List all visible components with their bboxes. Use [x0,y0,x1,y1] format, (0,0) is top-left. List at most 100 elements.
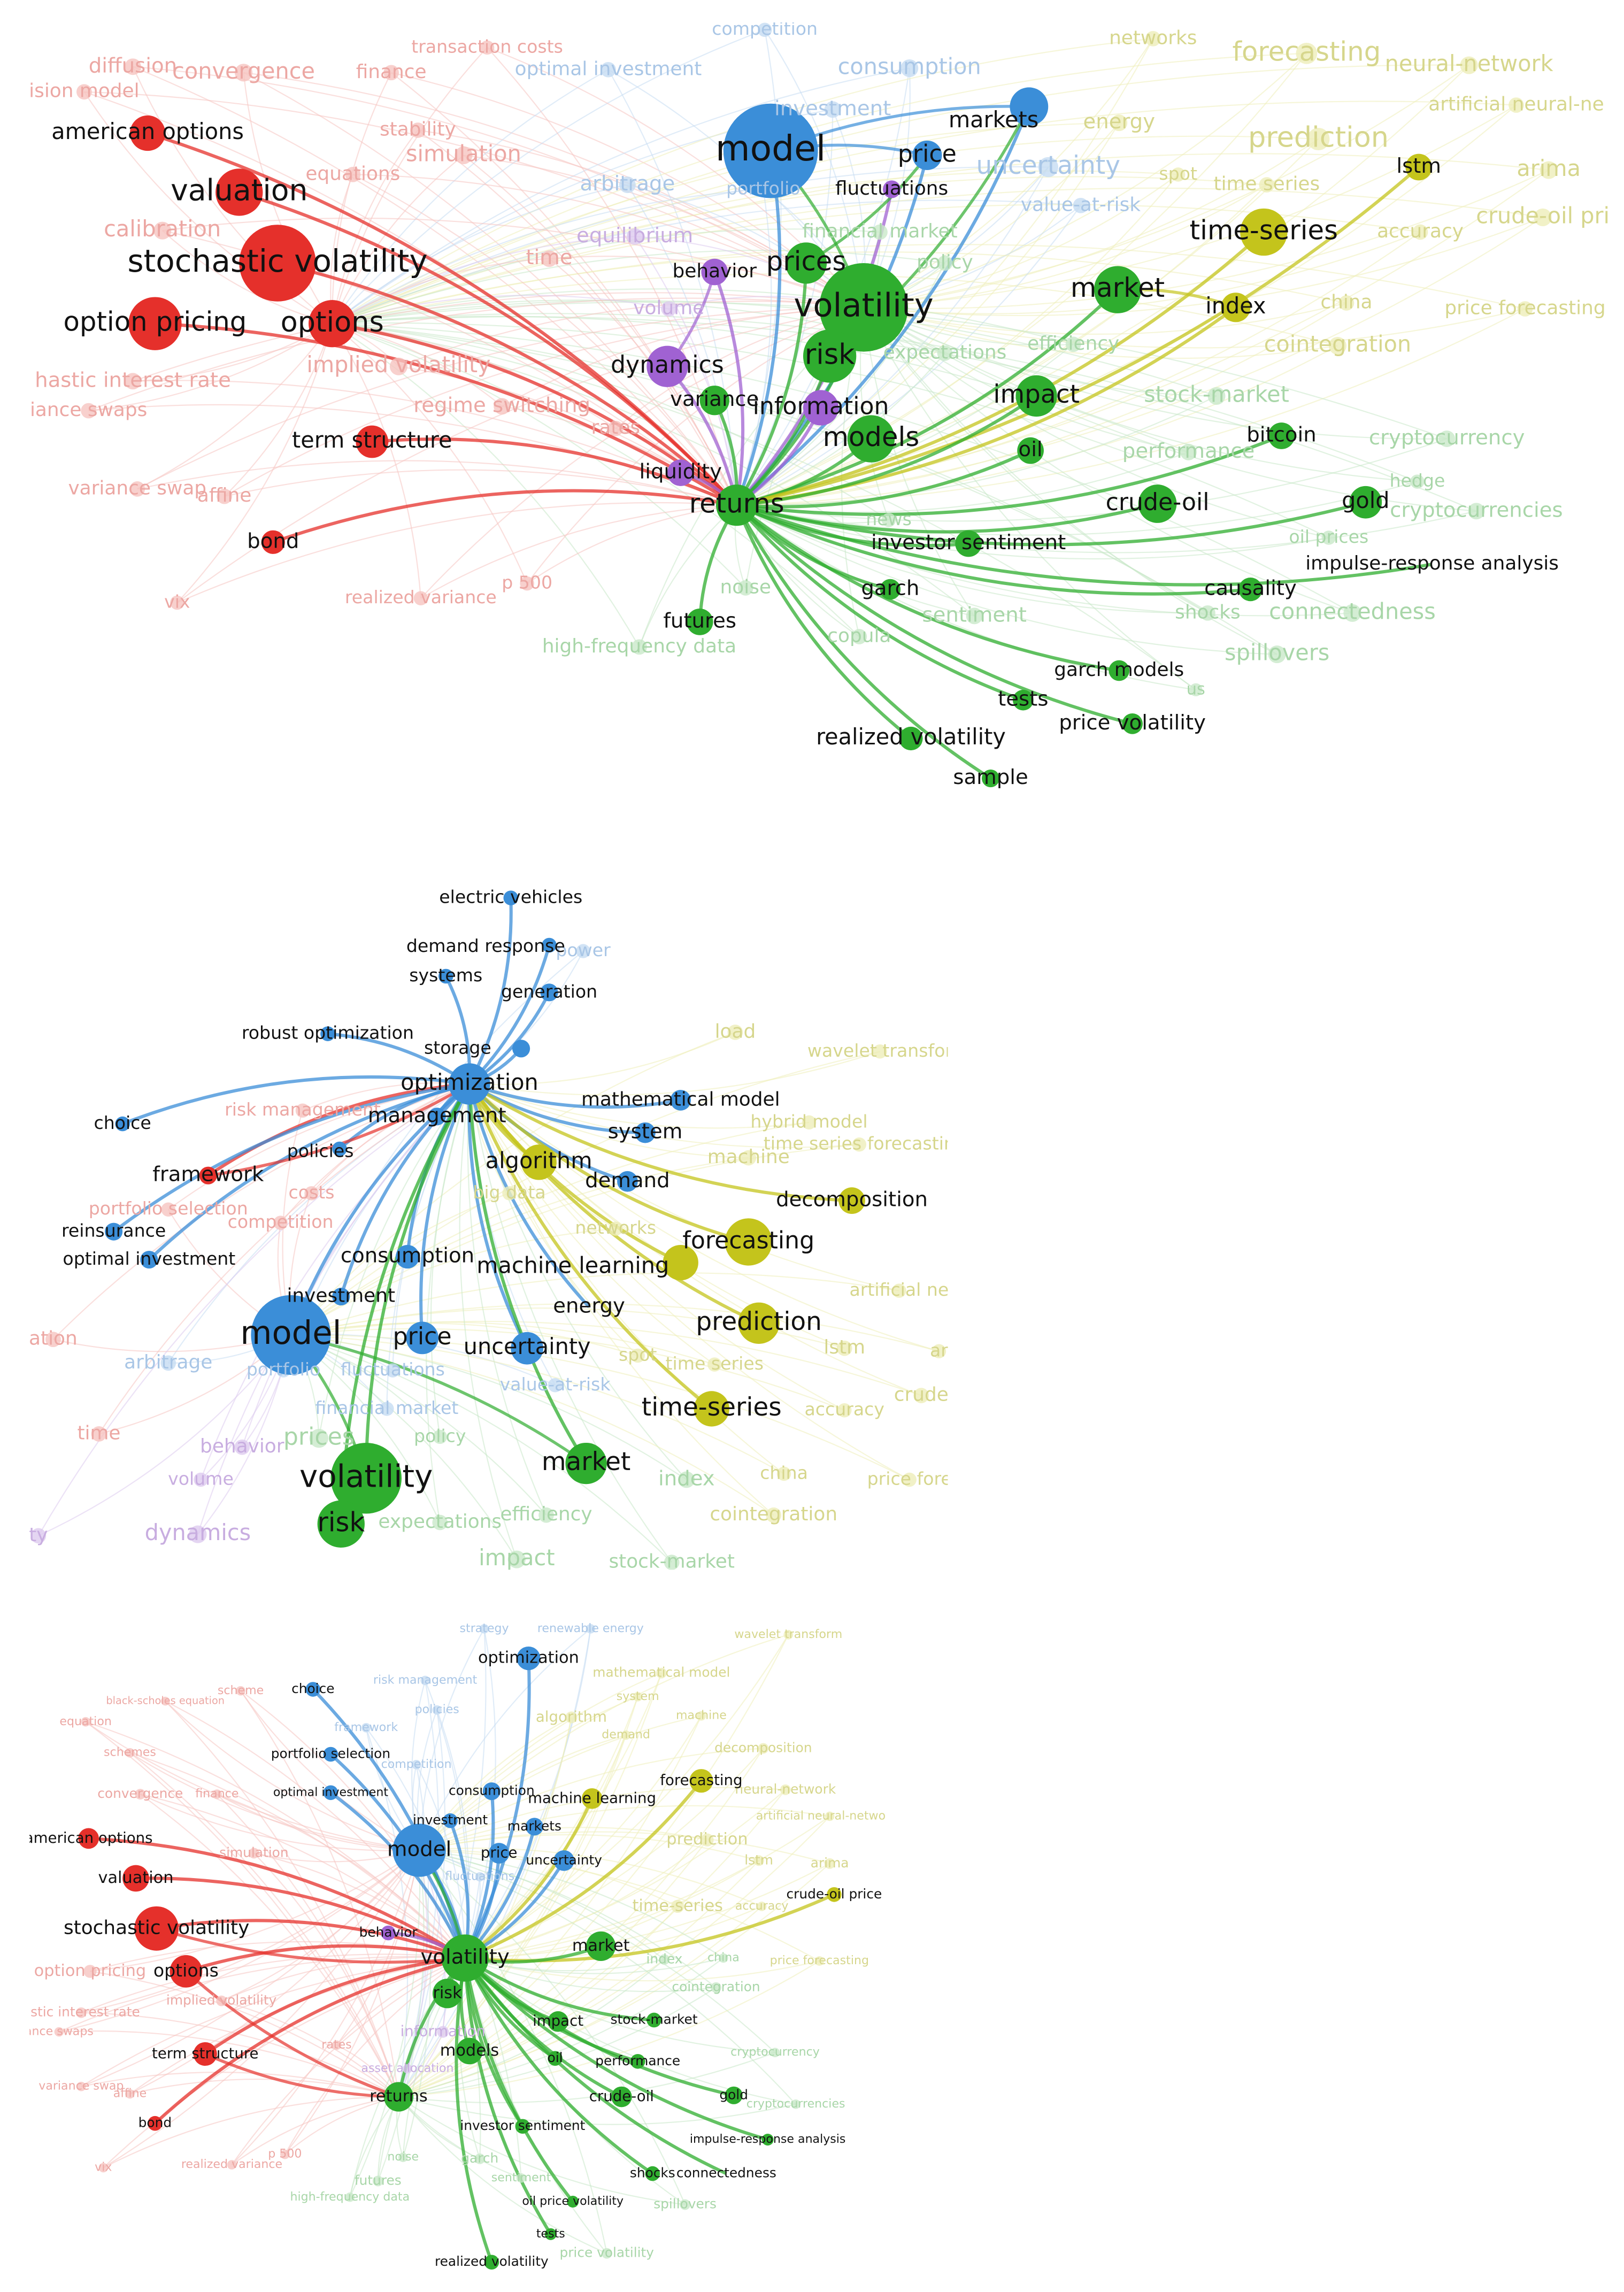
faded-label: scheme [218,1684,264,1697]
faded-node [125,373,141,390]
faded-node [502,1186,517,1201]
faded-label: networks [1109,27,1197,49]
edge [290,1334,672,1563]
faded-label: diffusion [89,53,177,78]
edge [607,69,737,505]
edge [290,1334,784,1474]
faded-label: news [866,509,912,529]
edge [332,323,640,648]
node-label: oil price volatility [522,2195,624,2208]
edge [468,944,551,1086]
faded-node [902,1472,917,1487]
edge [332,323,616,429]
edge [627,184,737,505]
node-label: portfolio selection [271,1745,390,1761]
edge [736,53,1307,506]
faded-label: competition [712,18,818,39]
node-label: valuation [171,174,307,208]
faded-node [630,1348,645,1363]
edge [398,1789,786,2098]
edge [318,1083,470,1439]
edge [736,394,1037,507]
faded-node [480,40,495,55]
faded-node [234,1439,250,1455]
faded-node [851,629,867,644]
edge [224,469,737,506]
node [484,2255,499,2270]
faded-node [913,1388,929,1403]
edge [197,1083,470,1535]
edge [332,323,746,589]
node [646,2012,661,2028]
edge [148,1082,470,1261]
faded-label: simulation [406,141,521,166]
node [521,1144,557,1180]
node [1015,375,1057,417]
edge [284,1850,420,2155]
node-label: forecasting [682,1227,814,1254]
faded-label: rates [591,417,641,439]
faded-label: impact [479,1545,555,1571]
edge [468,1082,749,1244]
edge [140,1794,399,2097]
node [511,1332,544,1365]
faded-node [474,2153,486,2164]
node-label: futures [663,609,736,633]
edge [176,323,333,603]
edge [419,1628,591,1851]
node-label: markets [507,1818,561,1834]
edge [81,1957,465,2087]
faded-label: price fore [867,1468,952,1489]
faded-node [160,1355,176,1371]
faded-label: competition [228,1211,334,1232]
node [1094,266,1142,313]
edge [332,38,1153,325]
node [1349,486,1382,519]
faded-label: expectations [883,341,1007,363]
faded-label: asset allocation [361,2062,453,2075]
faded-node [170,595,184,610]
faded-node [280,2149,290,2159]
node [738,1302,780,1344]
node-label: demand [585,1168,670,1193]
node-label: option pricing [63,306,247,337]
node-label: time-series [642,1393,782,1422]
faded-node [83,1965,97,1978]
edge [280,1083,470,1224]
edge [465,1905,678,1959]
edge [465,1789,786,1959]
edge [469,1083,859,1148]
edge [420,306,864,599]
node [320,1026,335,1041]
node-label: oil [548,2050,563,2065]
faded-label: realized variance [345,587,497,607]
faded-label: hastic interest rate [35,368,231,392]
edge [468,1083,638,1356]
node-label: valuation [98,1868,173,1887]
faded-label: arima [811,1855,849,1871]
faded-label: iance swaps [30,399,147,421]
faded-node [791,2099,801,2109]
node-label: forecasting [660,1771,742,1789]
faded-label: finance [356,61,427,83]
edge [90,1850,420,1972]
faded-node [607,420,624,436]
node-label: dynamics [611,351,724,379]
edge [864,139,1319,308]
edge [165,1701,399,2097]
node [383,2082,414,2112]
node [955,530,982,557]
node [441,1934,489,1982]
faded-node [621,1730,631,1740]
edge [332,122,1119,325]
faded-label: performance [1122,439,1254,463]
faded-node [76,2081,86,2091]
node [689,1769,713,1793]
faded-node [601,61,616,78]
node-label: generation [501,981,597,1002]
edge [204,2052,399,2098]
faded-label: time series [666,1353,764,1374]
edge [59,1850,420,2033]
node [428,1107,446,1126]
